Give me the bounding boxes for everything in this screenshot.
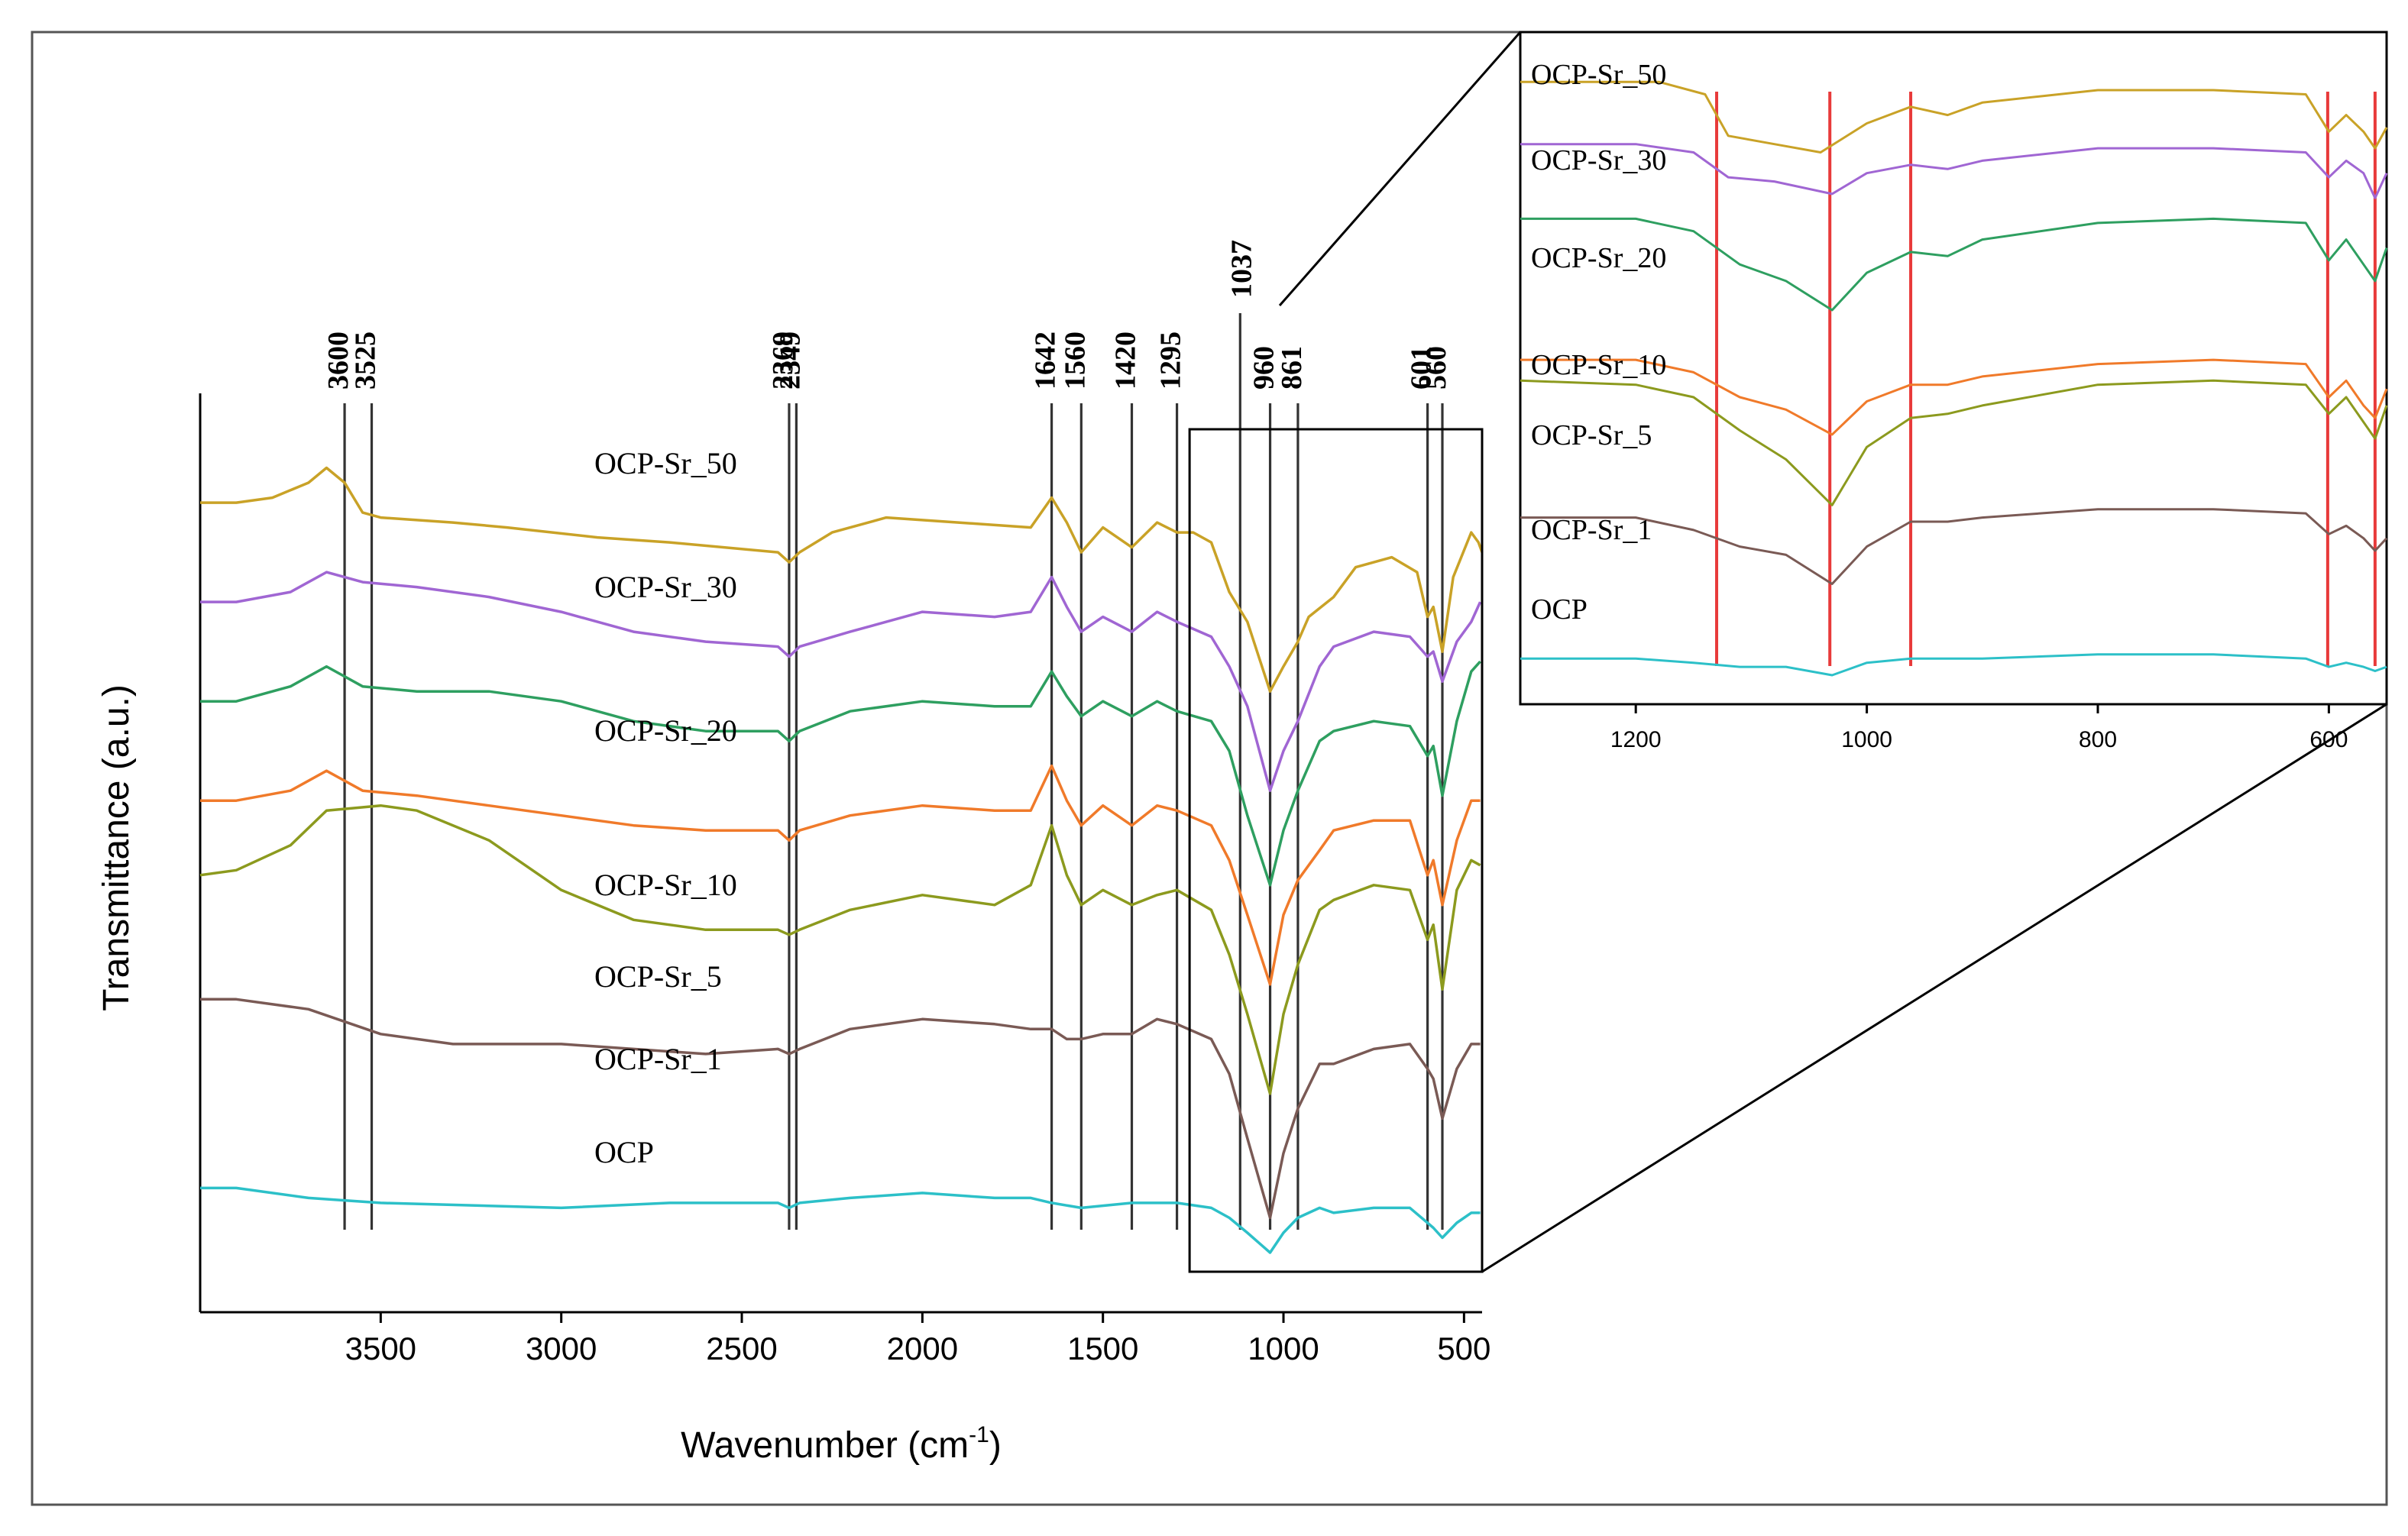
peak-marker-label: 1642 (1030, 331, 1062, 390)
series-label: OCP-Sr_10 (594, 868, 737, 902)
x-tick-label: 3000 (526, 1331, 597, 1366)
inset-x-tick-label: 600 (2309, 727, 2348, 752)
zoom-connector-bottom (1481, 703, 2387, 1273)
peak-marker-label: 3600 (322, 331, 354, 390)
x-tick-label: 3500 (345, 1331, 416, 1366)
series-label: OCP-Sr_1 (594, 1042, 722, 1076)
series-line-ocp-sr-1 (200, 998, 1481, 1220)
x-tick-label: 2500 (706, 1331, 777, 1366)
peak-marker-label: 560 (1420, 346, 1452, 390)
series-line-ocp-sr-20 (200, 660, 1481, 887)
peak-marker-label: 861 (1276, 346, 1308, 390)
inset-series-label: OCP-Sr_50 (1531, 59, 1666, 91)
y-axis-label: Transmittance (a.u.) (96, 684, 137, 1011)
series-label: OCP (594, 1135, 654, 1169)
peak-marker-label: 960 (1248, 346, 1280, 390)
figure-frame (31, 31, 2388, 1506)
x-tick-label: 2000 (887, 1331, 958, 1366)
inset-series-line-ocp-sr-50 (1520, 80, 2388, 154)
inset-series-line-ocp-sr-5 (1520, 379, 2388, 506)
inset-series-label: OCP-Sr_20 (1531, 242, 1666, 274)
inset-series-label: OCP-Sr_5 (1531, 419, 1652, 451)
inset-x-tick-label: 1000 (1841, 727, 1892, 752)
x-tick-label: 1500 (1067, 1331, 1138, 1366)
inset-series-line-ocp-sr-10 (1520, 358, 2388, 436)
peak-marker-label: 3525 (350, 331, 382, 390)
inset-series-line-ocp-sr-1 (1520, 508, 2388, 585)
peak-marker-label: 1420 (1110, 331, 1142, 390)
peak-marker-label: 2369 (767, 331, 799, 390)
inset-series-label: OCP-Sr_10 (1531, 349, 1666, 381)
peak-marker-label: 601 (1406, 346, 1438, 390)
series-line-ocp-sr-50 (200, 466, 1484, 693)
inset-series-label: OCP (1531, 593, 1588, 626)
x-axis-label: Wavenumber (cm-1) (681, 1422, 1002, 1466)
inset-frame (1519, 31, 2388, 706)
inset-series-label: OCP-Sr_1 (1531, 514, 1652, 546)
inset-x-tick-label: 1200 (1610, 727, 1662, 752)
peak-marker-label: 2349 (774, 331, 806, 390)
series-label: OCP-Sr_5 (594, 959, 722, 994)
zoom-box (1188, 428, 1484, 1273)
series-line-ocp-sr-5 (199, 804, 1481, 1095)
main-plot: 3500 3000 2500 2000 1500 1000 500 OCP-Sr_50 OCP… (96, 240, 1490, 1466)
inset-series-line-ocp (1520, 653, 2387, 677)
inset-x-tick-label: 800 (2079, 727, 2117, 752)
x-tick-label: 1000 (1248, 1331, 1319, 1366)
zoom-connector-top (1278, 31, 1522, 306)
peak-marker-label: 1560 (1059, 331, 1091, 390)
series-label: OCP-Sr_30 (594, 570, 737, 604)
inset-series-line-ocp-sr-20 (1520, 217, 2388, 312)
peak-marker-label: 1295 (1155, 331, 1187, 390)
series-line-ocp-sr-30 (200, 571, 1482, 792)
inset-series-label: OCP-Sr_30 (1531, 144, 1666, 176)
series-label: OCP-Sr_20 (594, 713, 737, 748)
x-tick-label: 500 (1437, 1331, 1490, 1366)
inset-plot: OCP-Sr_50 OCP-Sr_30 OCP-Sr_20 OCP-Sr_10 OCP-… (1519, 31, 2388, 752)
series-line-ocp-sr-10 (200, 764, 1481, 986)
peak-marker-label: 1037 (1225, 240, 1257, 298)
series-label: OCP-Sr_50 (594, 446, 737, 480)
series-line-ocp (200, 1186, 1481, 1254)
inset-series-line-ocp-sr-30 (1520, 143, 2388, 199)
